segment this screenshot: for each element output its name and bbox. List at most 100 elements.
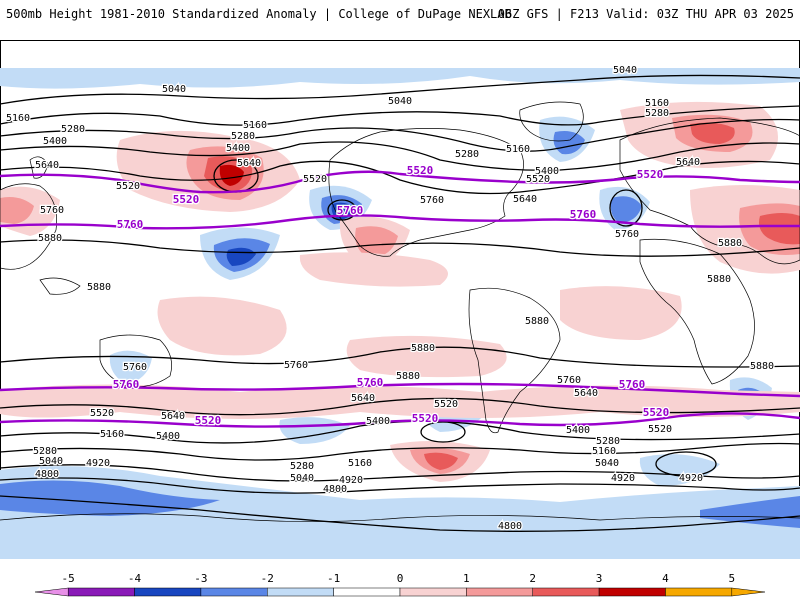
contour-label: 5400 — [535, 166, 559, 177]
contour-label: 5640 — [35, 160, 59, 171]
colorbar-tick-label: -4 — [128, 572, 142, 585]
coast-south-america — [468, 287, 561, 434]
contour-label: 5760 — [40, 205, 64, 216]
anomaly-neg2-azores — [610, 196, 642, 223]
contour-label: 5280 — [231, 131, 255, 142]
anomaly-pos1-southpacific — [157, 296, 287, 356]
highlight-contour-label: 5520 — [412, 412, 439, 425]
contour-label: 5640 — [513, 194, 537, 205]
coast-asia-west — [0, 183, 57, 270]
contour-5280-north — [0, 118, 800, 152]
contour-label: 5520 — [648, 424, 672, 435]
contour-label: 5880 — [87, 282, 111, 293]
contour-label: 5880 — [525, 316, 549, 327]
colorbar-tick-label: -1 — [327, 572, 340, 585]
colorbar-tick-label: -3 — [194, 572, 207, 585]
contour-5040-south — [0, 464, 800, 482]
coast-europe-asia — [619, 117, 800, 265]
colorbar-segment — [598, 587, 666, 597]
anomaly-pos3-asia — [759, 213, 800, 245]
page-title: 500mb Height 1981-2010 Standardized Anom… — [6, 7, 512, 21]
contour-label: 5160 — [645, 98, 669, 109]
colorbar-segment — [134, 587, 202, 597]
contour-label: 4920 — [86, 458, 110, 469]
contour-label: 5520 — [116, 181, 140, 192]
contour-5880-south — [0, 346, 800, 368]
contour-label: 4800 — [323, 484, 347, 495]
contour-label: 5280 — [455, 149, 479, 160]
contour-label: 5880 — [411, 343, 435, 354]
contour-label: 5640 — [161, 411, 185, 422]
contour-4920-south — [0, 477, 800, 494]
colorbar-segment — [665, 587, 733, 597]
header-bar: 500mb Height 1981-2010 Standardized Anom… — [0, 0, 800, 30]
contour-5400-north — [0, 141, 800, 171]
contour-label: 5160 — [100, 429, 124, 440]
anomaly-neg1-indian — [639, 454, 720, 486]
highlight-contour-label: 5760 — [357, 376, 384, 389]
highlight-contours — [0, 170, 800, 428]
colorbar-segment — [67, 587, 135, 597]
contour-5640-north — [0, 160, 800, 195]
contour-label: 5880 — [38, 233, 62, 244]
anomaly-pos2-west — [0, 197, 34, 224]
contour-label: 5280 — [290, 461, 314, 472]
contour-5160-north — [0, 105, 800, 126]
height-contours — [0, 74, 800, 532]
contour-low-azores — [609, 189, 643, 227]
contour-label: 4800 — [498, 521, 522, 532]
contour-label: 5520 — [90, 408, 114, 419]
contour-label: 5400 — [226, 143, 250, 154]
contour-label: 4920 — [679, 473, 703, 484]
contour-label: 5160 — [6, 113, 30, 124]
anomaly-pos1-tropics — [299, 252, 448, 287]
contour-label: 5160 — [243, 120, 267, 131]
contour-label: 5280 — [645, 108, 669, 119]
highlight-contour-label: 5760 — [113, 378, 140, 391]
colorbar-tick-label: 2 — [529, 572, 536, 585]
model-run-info: 06Z GFS | F213 Valid: 03Z THU APR 03 202… — [497, 7, 794, 21]
colorbar-tick-label: 3 — [596, 572, 603, 585]
colorbar-tick-labels: -5 -4 -3 -2 -1 0 1 2 3 4 5 — [62, 572, 736, 585]
contour-label: 5040 — [613, 65, 637, 76]
anomaly-shading — [0, 68, 800, 559]
contour-label: 5760 — [284, 360, 308, 371]
colorbar-tick-label: 0 — [397, 572, 404, 585]
highlight-contour-label: 5760 — [619, 378, 646, 391]
contour-label: 5760 — [123, 362, 147, 373]
contour-label: 5400 — [43, 136, 67, 147]
anomaly-neg1-australia — [109, 350, 152, 384]
coast-antarctica — [0, 513, 800, 522]
contour-5760-north — [0, 214, 800, 230]
contour-label: 5520 — [303, 174, 327, 185]
highlight-contour-label: 5760 — [570, 208, 597, 221]
colorbar-tick-label: 5 — [729, 572, 736, 585]
coast-australia — [99, 334, 172, 388]
coast-north-america — [328, 128, 524, 257]
contour-4800-south — [0, 495, 800, 532]
anomaly-neg1-antarctic — [0, 466, 800, 559]
contour-label: 5400 — [566, 425, 590, 436]
contour-label: 5520 — [434, 399, 458, 410]
contour-label: 5040 — [388, 96, 412, 107]
contour-label: 5040 — [39, 456, 63, 467]
contour-label: 5040 — [595, 458, 619, 469]
contour-5280-south — [0, 442, 800, 461]
contour-label: 5280 — [61, 124, 85, 135]
colorbar-segment — [532, 587, 600, 597]
highlight-contour-label: 5520 — [643, 406, 670, 419]
contour-label: 5880 — [718, 238, 742, 249]
colorbar-tick-label: -2 — [261, 572, 274, 585]
contour-5880-north — [0, 239, 800, 257]
contour-label: 5040 — [290, 473, 314, 484]
highlight-contour-label: 5760 — [337, 204, 364, 217]
contour-label: 5280 — [33, 446, 57, 457]
contour-label: 5640 — [574, 388, 598, 399]
contour-5640-south — [0, 397, 800, 416]
colorbar-max-arrow — [731, 587, 766, 597]
highlight-contour-label: 5520 — [195, 414, 222, 427]
contour-5040-north — [0, 74, 800, 105]
colorbar-tick-label: -5 — [62, 572, 75, 585]
contour-label: 5640 — [676, 157, 700, 168]
contour-label: 5640 — [237, 158, 261, 169]
